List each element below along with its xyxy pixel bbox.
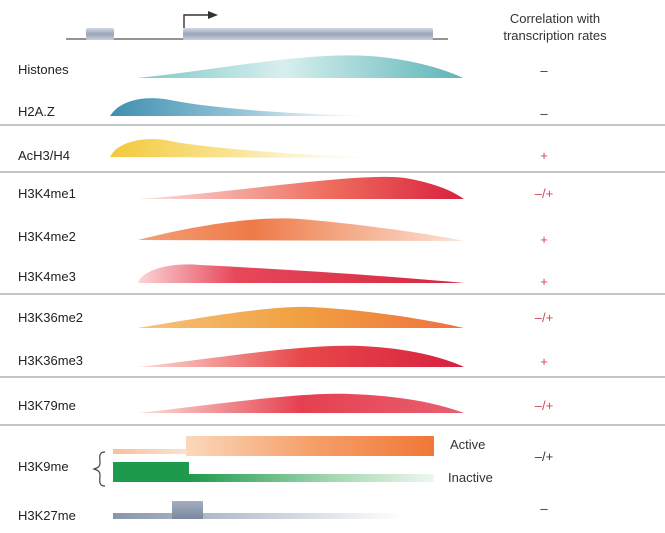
active-baseline: [113, 449, 188, 454]
correlation-value-h3k4me2: +: [540, 232, 548, 247]
active-bar: [186, 436, 434, 456]
transcription-start-arrow-icon: [183, 14, 210, 28]
correlation-value-h3k4me3: +: [540, 274, 548, 289]
row-label-h3k36me2: H3K36me2: [18, 310, 84, 325]
row-label-h3k27me: H3K27me: [18, 508, 76, 523]
ach3h4-profile: [110, 138, 400, 158]
correlation-header-line2: transcription rates: [503, 28, 607, 43]
h3k36me3-profile: [138, 345, 464, 367]
row-label-h3k4me2: H3K4me2: [18, 229, 76, 244]
arrowhead-icon: [208, 11, 218, 19]
state-label-inactive: Inactive: [448, 470, 493, 485]
h3k27me-profile: [113, 501, 403, 519]
correlation-value-histones: –: [540, 63, 548, 78]
row-label-h3k4me1: H3K4me1: [18, 186, 76, 201]
row-label-ach3h4: AcH3/H4: [18, 148, 71, 163]
row-label-h3k79me: H3K79me: [18, 398, 76, 413]
h2az-profile: [110, 98, 400, 116]
row-label-h3k36me3: H3K36me3: [18, 353, 84, 368]
h3k27me-block: [172, 501, 203, 519]
h3k27me-baseline: [113, 513, 403, 519]
correlation-value-ach3h4: +: [540, 148, 548, 163]
inactive-block: [113, 462, 189, 482]
h3k79me-profile: [138, 393, 464, 413]
row-label-h3k9me: H3K9me: [18, 459, 69, 474]
gene-diagram-icon: [66, 11, 448, 40]
h3k9me-bars: [92, 436, 434, 487]
correlation-value-h3k79me: –/+: [534, 398, 554, 413]
inactive-tail: [189, 474, 434, 482]
correlation-header-line1: Correlation with: [509, 11, 601, 26]
correlation-header: Correlation with transcription rates: [470, 10, 640, 44]
row-label-histones: Histones: [18, 62, 69, 77]
h3k4me2-profile: [138, 218, 464, 241]
correlation-value-h3k36me2: –/+: [534, 310, 554, 325]
curly-brace-icon: [92, 451, 106, 487]
histones-profile: [137, 55, 463, 78]
correlation-value-h2az: –: [540, 106, 548, 121]
h3k36me2-profile: [138, 306, 464, 328]
row-label-h2az: H2A.Z: [18, 104, 55, 119]
row-label-h3k4me3: H3K4me3: [18, 269, 76, 284]
state-label-active: Active: [450, 437, 486, 452]
correlation-value-h3k9me: –/+: [534, 449, 554, 464]
correlation-value-h3k36me3: +: [540, 354, 548, 369]
correlation-value-h3k4me1: –/+: [534, 186, 554, 201]
exon-upstream: [86, 28, 114, 40]
gene-body: [183, 28, 433, 40]
h3k4me3-profile: [138, 264, 464, 283]
section-dividers: [0, 124, 665, 426]
correlation-value-h3k27me: –: [540, 501, 548, 516]
h3k4me1-profile: [138, 176, 464, 199]
